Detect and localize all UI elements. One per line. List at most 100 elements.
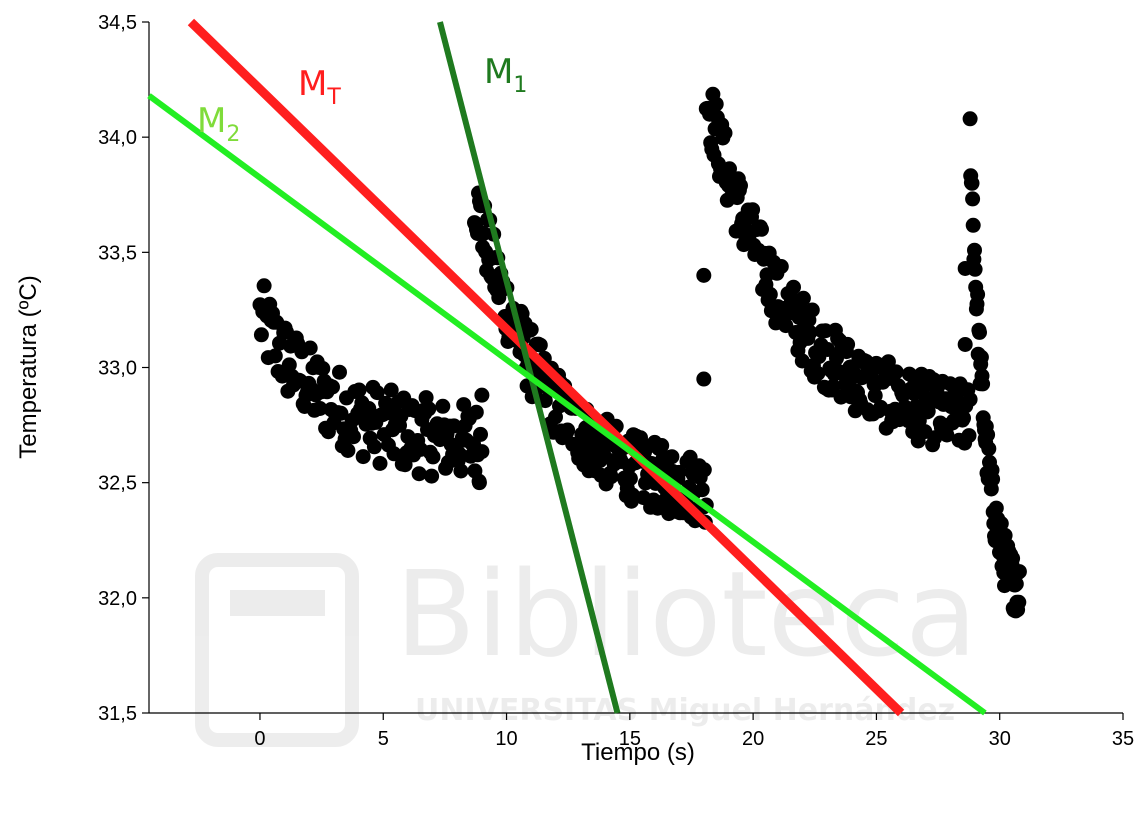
scatter-points (252, 86, 1027, 619)
data-point (411, 466, 427, 482)
data-point (654, 438, 670, 453)
data-point (957, 260, 973, 276)
data-point (981, 441, 997, 457)
x-axis-title: Tiempo (s) (581, 739, 695, 766)
data-point (267, 348, 283, 364)
data-point (302, 340, 318, 356)
y-tick-label: 33,0 (98, 358, 137, 380)
data-point (985, 471, 1001, 487)
data-point (366, 439, 382, 455)
data-point (810, 366, 826, 381)
data-point (967, 242, 982, 258)
data-point (453, 463, 469, 479)
line-m2 (147, 93, 987, 716)
y-ticks: 31,5 32,0 32,5 33,0 33,5 34,0 34,5 (98, 12, 149, 725)
data-point (333, 405, 349, 421)
data-point (867, 388, 883, 404)
label-m1: M1 (484, 52, 527, 98)
data-point (1011, 564, 1027, 580)
data-point (696, 371, 712, 387)
data-point (603, 469, 619, 485)
data-point (754, 221, 769, 237)
data-point (696, 267, 712, 283)
data-point (452, 446, 468, 462)
x-tick-label: 5 (378, 728, 389, 750)
data-point (694, 482, 710, 498)
data-point (993, 516, 1009, 531)
regression-lines (147, 18, 987, 717)
x-tick-label: 15 (619, 728, 641, 750)
data-point (325, 379, 340, 395)
data-point (671, 464, 687, 480)
y-tick-label: 31,5 (98, 703, 137, 725)
x-tick-label: 0 (254, 728, 265, 750)
data-point (523, 322, 539, 337)
data-point (980, 427, 996, 443)
x-tick-label: 10 (495, 728, 517, 750)
watermark-subtitle: UNIVERSITAS Miguel Hernández (415, 693, 955, 728)
data-point (425, 449, 441, 465)
data-point (957, 336, 973, 352)
data-point (840, 336, 856, 352)
data-point (962, 111, 978, 127)
data-point (471, 475, 487, 491)
watermark-title: Biblioteca (395, 545, 977, 683)
data-point (346, 429, 361, 445)
y-tick-label: 34,0 (98, 127, 137, 149)
data-point (696, 462, 712, 478)
line-m1 (437, 21, 621, 714)
watermark: Biblioteca UNIVERSITAS Miguel Hernández (195, 545, 977, 747)
data-point (560, 422, 576, 438)
line-mt (187, 18, 905, 717)
data-point (386, 446, 402, 462)
label-mt: MT (298, 64, 341, 110)
data-point (421, 401, 437, 417)
watermark-book-icon (230, 590, 325, 616)
data-point (964, 175, 980, 191)
data-point (888, 364, 904, 380)
data-point (1005, 550, 1021, 566)
data-point (880, 354, 896, 370)
x-tick-label: 35 (1112, 728, 1134, 750)
data-point (397, 457, 413, 473)
data-point (795, 290, 811, 306)
watermark-frame-icon (195, 553, 359, 747)
data-point (965, 191, 981, 207)
data-point (1008, 576, 1024, 592)
x-ticks: 0 5 10 15 20 25 30 35 (254, 713, 1134, 750)
data-point (351, 382, 367, 398)
data-point (773, 259, 789, 274)
data-point (312, 401, 328, 416)
data-point (355, 449, 371, 465)
data-point (962, 391, 978, 407)
data-point (973, 349, 989, 365)
data-point (708, 96, 724, 112)
data-point (315, 361, 331, 376)
data-point (762, 286, 778, 302)
data-point (473, 426, 488, 442)
y-tick-label: 32,0 (98, 588, 137, 610)
x-tick-label: 30 (989, 728, 1011, 750)
data-point (961, 428, 977, 444)
y-tick-label: 34,5 (98, 12, 137, 34)
data-point (722, 161, 737, 177)
data-point (786, 279, 801, 295)
data-point (372, 455, 388, 471)
data-point (622, 471, 638, 486)
data-point (435, 398, 451, 414)
data-point (456, 397, 472, 413)
data-point (418, 390, 434, 406)
data-point (532, 337, 548, 353)
data-point (383, 382, 399, 398)
data-point (965, 217, 981, 233)
data-point (956, 410, 971, 426)
data-point (424, 468, 440, 484)
data-point (253, 327, 269, 343)
data-point (717, 125, 733, 141)
data-point (340, 443, 356, 458)
data-point (825, 378, 841, 394)
data-point (281, 357, 297, 373)
data-point (468, 404, 484, 420)
x-tick-label: 25 (865, 728, 887, 750)
